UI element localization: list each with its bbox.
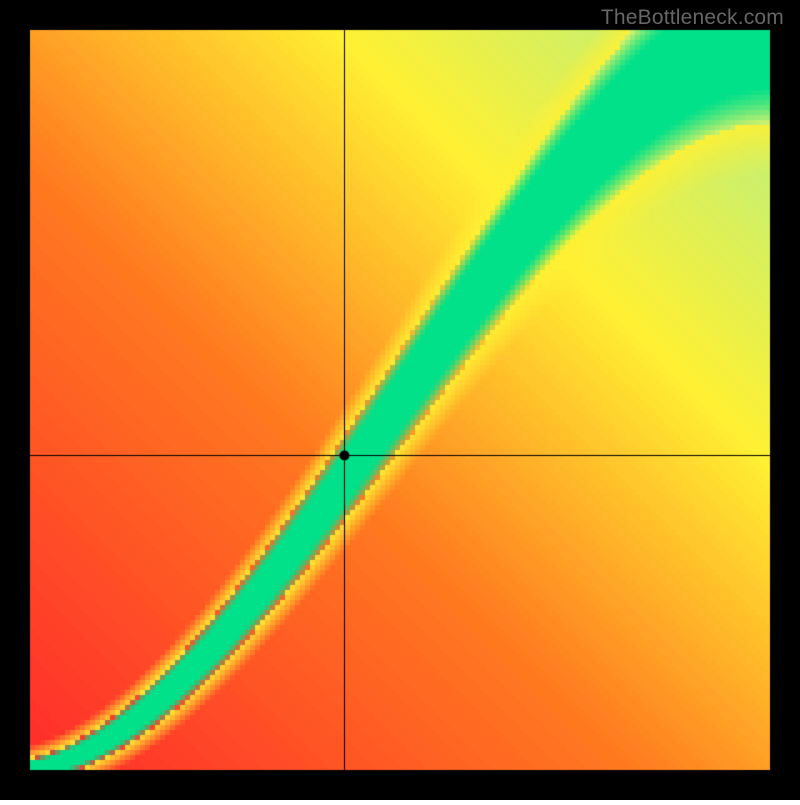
heatmap-plot — [0, 0, 800, 800]
watermark-text: TheBottleneck.com — [601, 6, 784, 30]
heatmap-canvas — [0, 0, 800, 800]
